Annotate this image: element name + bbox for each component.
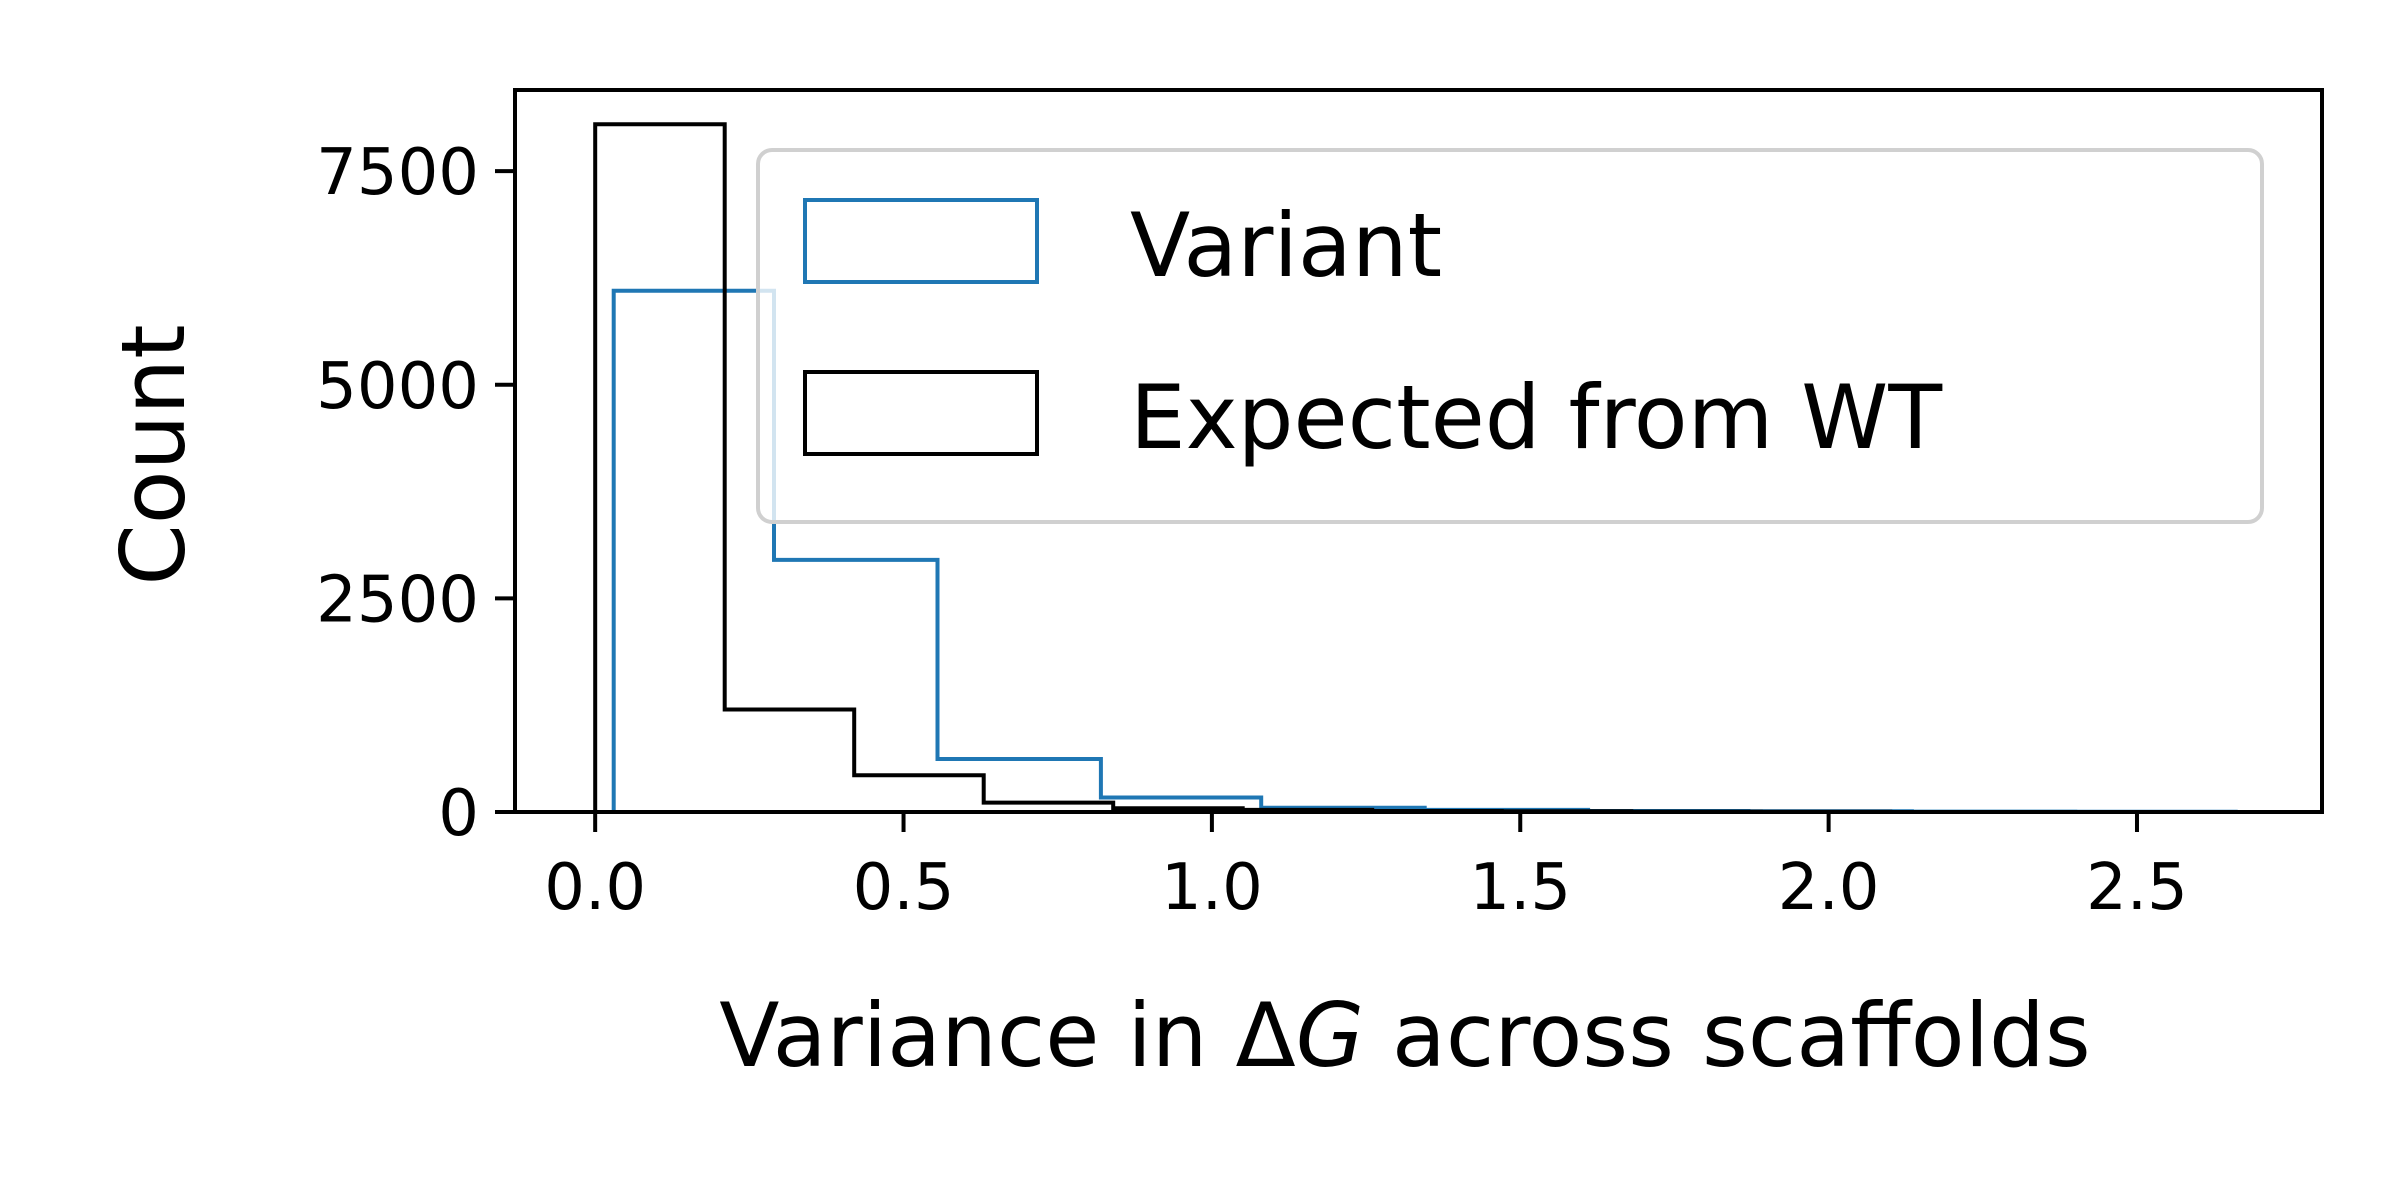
legend-swatch-expected-from-wt [803, 370, 1039, 456]
y-tick-label: 7500 [316, 136, 479, 210]
x-tick-label: 0.0 [544, 851, 646, 925]
x-tick-label: 1.5 [1469, 851, 1571, 925]
x-axis-ticks: 0.0 0.5 1.0 1.5 2.0 2.5 [544, 812, 2188, 925]
x-tick-label: 1.0 [1161, 851, 1263, 925]
x-axis-label: Variance in ΔG across scaffolds [719, 984, 2091, 1087]
y-tick-label: 0 [438, 777, 479, 851]
legend-frame [756, 148, 2264, 524]
legend: Variant Expected from WT [756, 148, 2264, 524]
x-tick-label: 0.5 [853, 851, 955, 925]
legend-label-variant: Variant [1130, 194, 1442, 297]
legend-label-expected-from-wt: Expected from WT [1130, 366, 1943, 469]
y-tick-label: 2500 [316, 563, 479, 637]
x-tick-label: 2.5 [2086, 851, 2188, 925]
plot-frame [513, 88, 2324, 814]
y-axis-label: Count [102, 324, 205, 585]
y-tick-label: 5000 [316, 350, 479, 424]
legend-swatch-variant [803, 198, 1039, 284]
x-tick-label: 2.0 [1778, 851, 1880, 925]
y-axis-ticks: 0 2500 5000 7500 [316, 136, 515, 851]
